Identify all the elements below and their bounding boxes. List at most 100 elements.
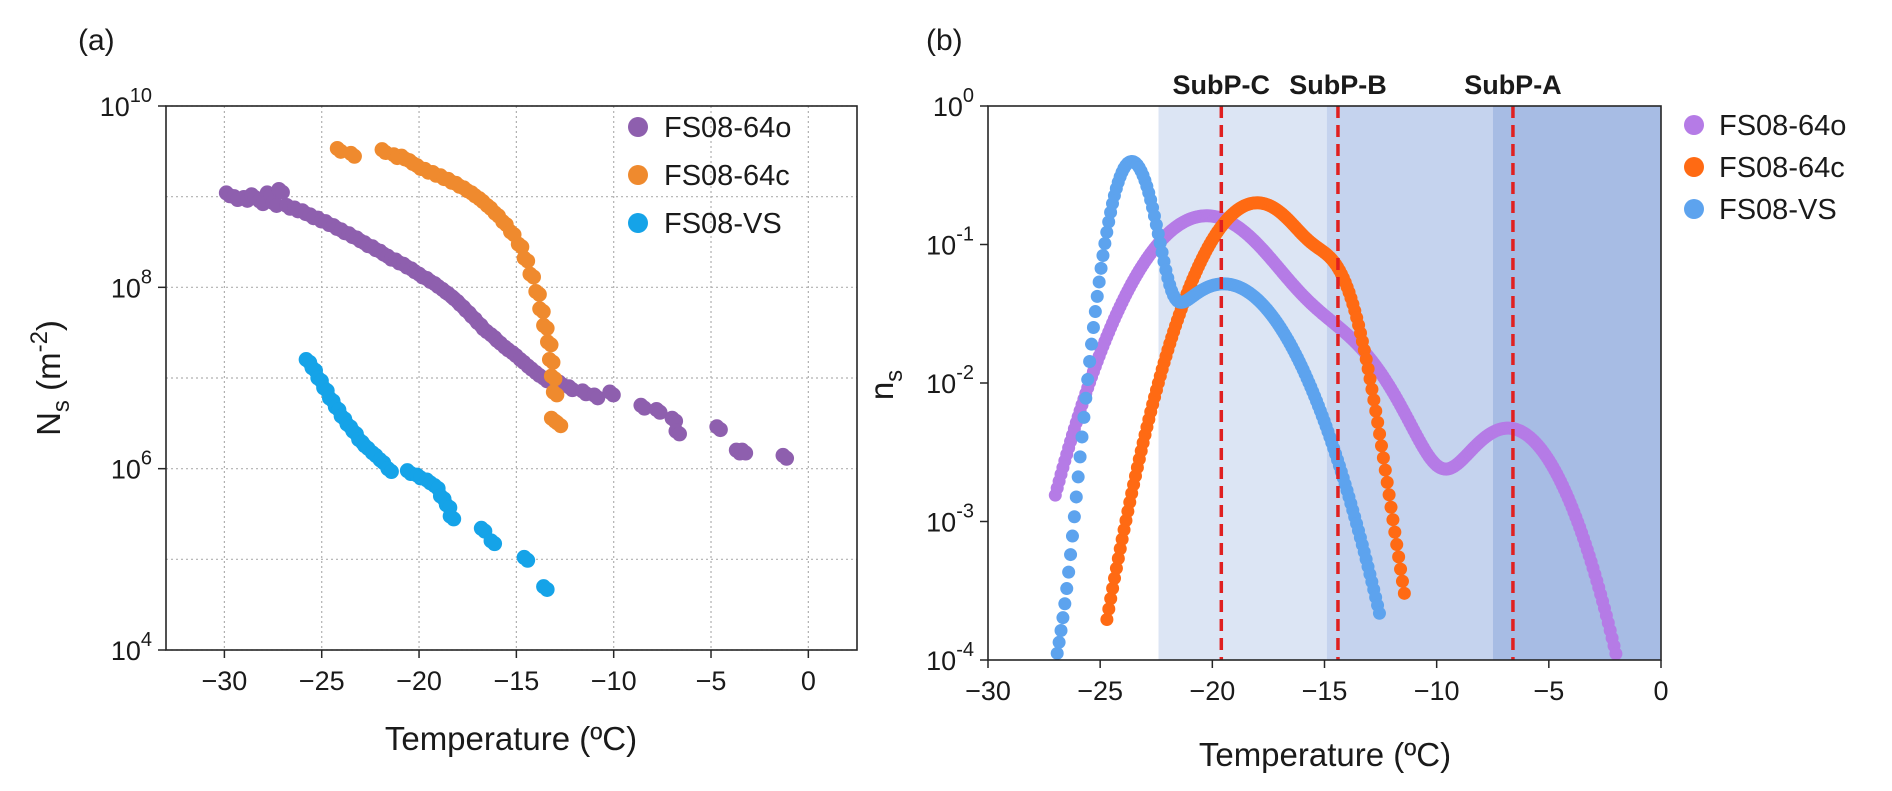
a-y-tick-label: 1010 (100, 85, 152, 122)
data-point (1395, 574, 1409, 588)
a-y-tick-exp: 4 (141, 629, 152, 651)
data-point (1392, 550, 1406, 564)
b-y-tick-base: 10 (926, 231, 956, 261)
a-y-tick-base: 10 (111, 455, 141, 485)
legend-a: FS08-64o FS08-64c FS08-VS (628, 112, 791, 240)
data-points-b (1048, 154, 1623, 661)
annotations-b: SubP-C SubP-B SubP-A (1173, 70, 1562, 660)
data-point (1376, 451, 1390, 465)
data-point (383, 464, 399, 480)
data-point (738, 445, 754, 461)
legend-marker (1684, 157, 1704, 177)
legend-marker (628, 213, 648, 233)
data-point (671, 426, 687, 442)
b-y-tick-label: 10-3 (926, 501, 974, 538)
data-point (1071, 470, 1085, 484)
data-point (1102, 602, 1116, 616)
data-point (1079, 391, 1093, 405)
y-label-unit-sup-a: -2 (26, 331, 53, 352)
data-point (487, 536, 503, 552)
data-point (1100, 225, 1114, 239)
a-y-tick-exp: 10 (130, 85, 152, 107)
b-x-tick-label: 0 (1653, 676, 1668, 706)
b-x-tick-label: −20 (1189, 676, 1235, 706)
data-point (1094, 261, 1108, 275)
b-x-tick-label: −30 (965, 676, 1011, 706)
a-x-tick-label: −15 (493, 666, 539, 696)
data-point (1058, 597, 1072, 611)
data-point (549, 387, 565, 403)
data-point (1378, 463, 1392, 477)
shaded-region (1158, 106, 1327, 660)
y-axis-label-b: ns (863, 370, 908, 400)
a-y-tick-label: 106 (111, 448, 152, 485)
shaded-region (1492, 106, 1661, 660)
a-x-tick-label: −25 (299, 666, 345, 696)
series-FS08-64c (329, 140, 569, 434)
panel-label-b: (b) (926, 24, 963, 57)
y-label-unit-pre-a: (m (30, 352, 67, 400)
legend-b: FS08-64o FS08-64c FS08-VS (1684, 110, 1846, 226)
data-point (520, 552, 536, 568)
b-x-tick-label: −15 (1302, 676, 1348, 706)
data-point (1367, 393, 1381, 407)
y-label-unit-post-a: ) (30, 320, 67, 331)
data-point (1086, 320, 1100, 334)
legend-label: FS08-VS (1719, 194, 1837, 226)
a-y-tick-exp: 8 (141, 266, 152, 288)
data-point (652, 404, 668, 420)
annotation-label: SubP-C (1173, 70, 1271, 100)
panel-label-a: (a) (78, 24, 115, 57)
data-point (346, 148, 362, 164)
data-point (1077, 410, 1091, 424)
annotation-label: SubP-A (1464, 70, 1562, 100)
data-point (1111, 551, 1125, 565)
series-FS08-VS (1050, 154, 1386, 660)
panel-b: (b) SubP-C SubP-B SubP-A −30 −25 −20 −15 −10 −5… (863, 24, 1846, 773)
data-point (1361, 362, 1375, 376)
data-point (1109, 561, 1123, 575)
data-point (1075, 430, 1089, 444)
legend-marker (1684, 199, 1704, 219)
data-point (531, 286, 547, 302)
data-point (539, 320, 555, 336)
b-y-tick-label: 100 (933, 85, 974, 122)
y-axis-label-a: Ns (m-2) (26, 320, 75, 436)
b-y-tick-label: 10-4 (926, 639, 974, 676)
a-y-tick-base: 10 (100, 92, 130, 122)
data-point (1069, 490, 1083, 504)
data-point (553, 418, 569, 434)
data-point (1371, 415, 1385, 429)
data-point (1106, 581, 1120, 595)
y-label-main-a: N (30, 412, 67, 436)
y-label-main-b: n (863, 382, 900, 400)
b-y-tick-base: 10 (926, 369, 956, 399)
b-y-tick-exp: 0 (963, 85, 974, 107)
b-y-tick-label: 10-1 (926, 224, 974, 261)
data-point (590, 390, 606, 406)
legend-marker (1684, 115, 1704, 135)
data-point (514, 239, 530, 255)
data-point (636, 400, 652, 416)
data-point (1083, 355, 1097, 369)
legend-marker (628, 117, 648, 137)
b-x-tick-label: −10 (1414, 676, 1460, 706)
b-y-tick-exp: -4 (956, 639, 974, 661)
b-y-tick-exp: -2 (956, 362, 974, 384)
a-y-tick-label: 108 (111, 266, 152, 303)
data-point (1064, 548, 1078, 562)
series-FS08-VS (298, 351, 555, 597)
data-point (1098, 236, 1112, 250)
data-point (274, 184, 290, 200)
data-point (1090, 289, 1104, 303)
x-axis-label-a: Temperature (ºC) (385, 720, 637, 757)
series-FS08-64c (1100, 196, 1411, 626)
b-y-tick-base: 10 (926, 646, 956, 676)
data-point (1394, 562, 1408, 576)
data-point (1065, 529, 1079, 543)
a-y-tick-base: 10 (111, 636, 141, 666)
a-x-tick-label: 0 (801, 666, 816, 696)
data-point (1060, 582, 1074, 596)
